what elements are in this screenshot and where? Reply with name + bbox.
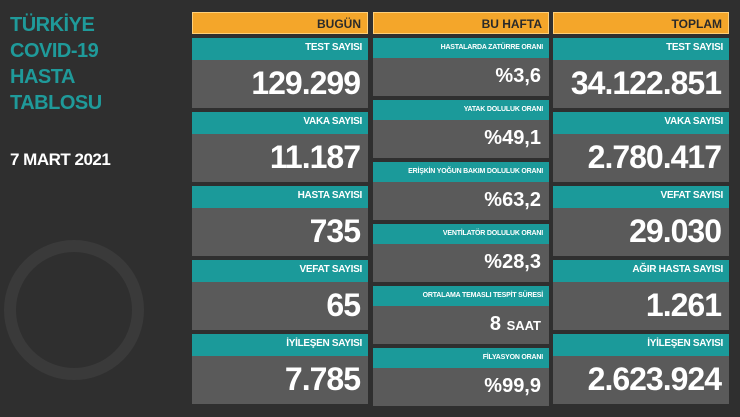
- stat-card: VEFAT SAYISI 65: [192, 260, 368, 330]
- stat-card: ORTALAMA TEMASLI TESPİT SÜRESİ 8 SAAT: [373, 286, 549, 344]
- stat-card: VAKA SAYISI 2.780.417: [553, 112, 729, 182]
- stat-label: İYİLEŞEN SAYISI: [192, 334, 368, 356]
- stat-label: TEST SAYISI: [192, 38, 368, 60]
- stat-label: VAKA SAYISI: [192, 112, 368, 134]
- stat-card: TEST SAYISI 34.122.851: [553, 38, 729, 108]
- stat-card: HASTALARDA ZATÜRRE ORANI %3,6: [373, 38, 549, 96]
- stat-card: İYİLEŞEN SAYISI 7.785: [192, 334, 368, 404]
- stat-value: 8 SAAT: [489, 313, 541, 335]
- column-header: BUGÜN: [192, 12, 368, 34]
- stat-label: VENTİLATÖR DOLULUK ORANI: [373, 224, 549, 244]
- stat-label: VEFAT SAYISI: [553, 186, 729, 208]
- stat-value: %3,6: [495, 65, 541, 87]
- stat-card: FİLYASYON ORANI %99,9: [373, 348, 549, 406]
- stat-card: ERİŞKİN YOĞUN BAKIM DOLULUK ORANI %63,2: [373, 162, 549, 220]
- stat-label: ERİŞKİN YOĞUN BAKIM DOLULUK ORANI: [373, 162, 549, 182]
- stat-card: AĞIR HASTA SAYISI 1.261: [553, 260, 729, 330]
- stat-card: VEFAT SAYISI 29.030: [553, 186, 729, 256]
- stat-label: VEFAT SAYISI: [192, 260, 368, 282]
- this-week-column: BU HAFTA HASTALARDA ZATÜRRE ORANI %3,6 YATA…: [373, 12, 549, 406]
- stat-label: İYİLEŞEN SAYISI: [553, 334, 729, 356]
- stat-label: YATAK DOLULUK ORANI: [373, 100, 549, 120]
- stat-unit: SAAT: [506, 318, 541, 333]
- stat-label: VAKA SAYISI: [553, 112, 729, 134]
- stat-label: AĞIR HASTA SAYISI: [553, 260, 729, 282]
- ministry-emblem-watermark: [4, 240, 144, 380]
- stat-card: TEST SAYISI 129.299: [192, 38, 368, 108]
- stat-value: 2.623.924: [587, 361, 722, 397]
- stat-value: 11.187: [269, 139, 361, 175]
- report-date: 7 MART 2021: [10, 150, 111, 169]
- stat-label: ORTALAMA TEMASLI TESPİT SÜRESİ: [373, 286, 549, 306]
- stat-card: İYİLEŞEN SAYISI 2.623.924: [553, 334, 729, 404]
- stat-card: VENTİLATÖR DOLULUK ORANI %28,3: [373, 224, 549, 282]
- stat-card: HASTA SAYISI 735: [192, 186, 368, 256]
- stat-card: YATAK DOLULUK ORANI %49,1: [373, 100, 549, 158]
- stat-value: 1.261: [645, 287, 722, 323]
- page-title: TÜRKİYE COVID-19 HASTA TABLOSU: [10, 14, 102, 114]
- stat-value: 129.299: [251, 65, 361, 101]
- today-column: BUGÜN TEST SAYISI 129.299 VAKA SAYISI 11.187…: [192, 12, 368, 404]
- stat-value: %49,1: [484, 127, 541, 149]
- stat-value: 735: [309, 213, 361, 249]
- stat-value: %28,3: [484, 251, 541, 273]
- stat-value: 2.780.417: [587, 139, 722, 175]
- stat-value: 65: [326, 287, 361, 323]
- stat-value: 34.122.851: [570, 65, 722, 101]
- stat-label: HASTALARDA ZATÜRRE ORANI: [373, 38, 549, 58]
- column-header: BU HAFTA: [373, 12, 549, 34]
- total-column: TOPLAM TEST SAYISI 34.122.851 VAKA SAYISI 2.…: [553, 12, 729, 404]
- stat-value: %63,2: [484, 189, 541, 211]
- stat-value: 7.785: [284, 361, 361, 397]
- stat-value: %99,9: [484, 375, 541, 397]
- stat-label: HASTA SAYISI: [192, 186, 368, 208]
- stat-card: VAKA SAYISI 11.187: [192, 112, 368, 182]
- stat-label: FİLYASYON ORANI: [373, 348, 549, 368]
- stat-value: 29.030: [629, 213, 722, 249]
- stat-label: TEST SAYISI: [553, 38, 729, 60]
- column-header: TOPLAM: [553, 12, 729, 34]
